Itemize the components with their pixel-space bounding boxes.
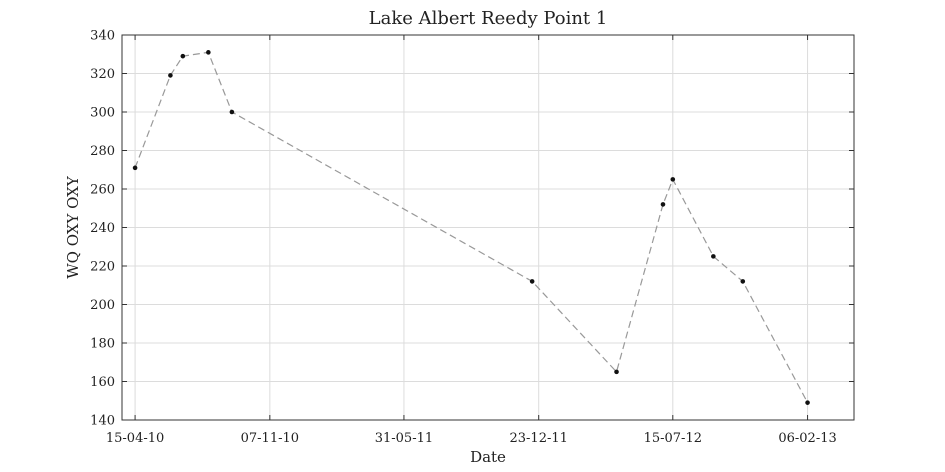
y-tick-label: 180 [90, 337, 115, 352]
series-layer [132, 50, 810, 405]
data-point [711, 254, 716, 259]
y-tick-label: 340 [90, 29, 115, 44]
data-point [805, 400, 810, 405]
x-tick-label: 23-12-11 [509, 431, 567, 446]
data-point [168, 73, 173, 78]
data-point [229, 109, 235, 115]
x-tick-label: 07-11-10 [241, 431, 299, 446]
y-tick-label: 260 [90, 183, 115, 198]
series-line [134, 51, 809, 403]
data-point [206, 50, 211, 55]
y-tick-label: 240 [90, 221, 115, 236]
x-tick-label: 31-05-11 [375, 431, 433, 446]
y-tick-label: 300 [90, 106, 115, 121]
data-point [529, 279, 535, 284]
y-tick-label: 200 [90, 298, 115, 313]
y-axis-label: WQ OXY OXY [64, 175, 82, 279]
x-axis-label: Date [470, 448, 506, 466]
data-point [132, 165, 138, 171]
data-point [614, 369, 619, 375]
tick-layer: 140 160 180 200 220 240 260 280 300 320 340 15-04-1… [90, 29, 854, 446]
x-tick-label: 15-04-10 [106, 431, 164, 446]
data-point [670, 177, 676, 182]
y-tick-label: 220 [90, 260, 115, 275]
grid-layer [122, 34, 854, 421]
y-tick-label: 280 [90, 144, 115, 159]
data-point [660, 202, 666, 207]
y-tick-label: 160 [90, 375, 115, 390]
y-tick-label: 320 [90, 67, 115, 82]
chart-title: Lake Albert Reedy Point 1 [369, 8, 608, 29]
y-tick-label: 140 [90, 414, 115, 429]
x-tick-label: 06-02-13 [778, 431, 836, 446]
data-point [740, 279, 746, 284]
data-point [180, 53, 186, 59]
x-tick-label: 15-07-12 [644, 431, 702, 446]
